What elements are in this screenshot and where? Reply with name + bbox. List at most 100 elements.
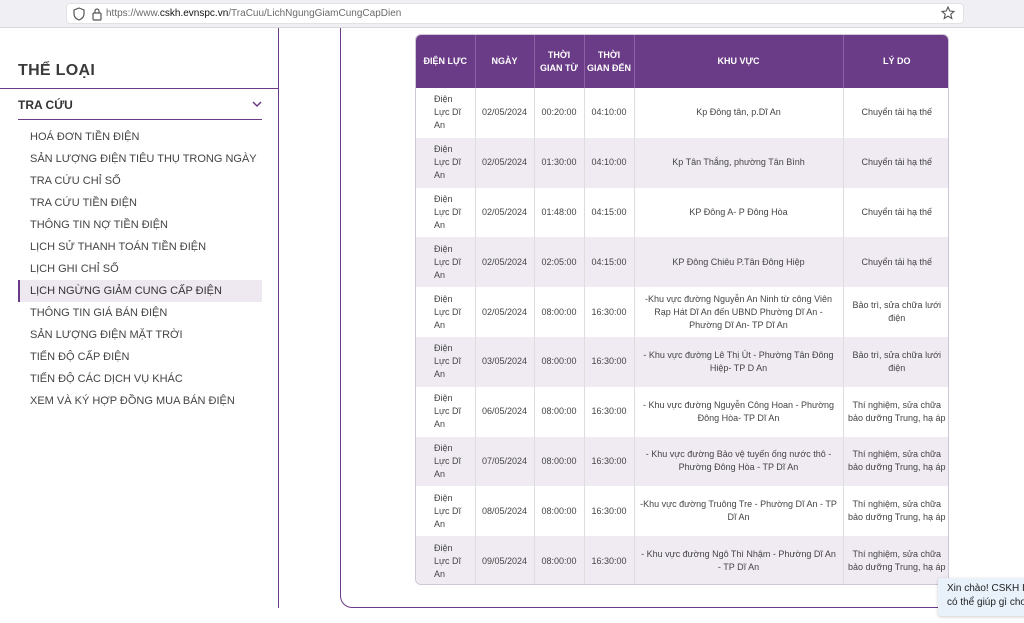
table-cell: 02/05/2024 xyxy=(475,137,535,188)
sidebar: THỂ LOẠI TRA CỨU HOÁ ĐƠN TIỀN ĐIỆN SẢN LƯ… xyxy=(0,28,279,608)
table-cell: 08:00:00 xyxy=(534,336,585,387)
table-cell: 04:10:00 xyxy=(584,88,635,138)
sidebar-item[interactable]: LỊCH GHI CHỈ SỐ xyxy=(30,263,119,275)
table-cell: 01:30:00 xyxy=(534,137,585,188)
url-prefix: https://www. xyxy=(106,8,160,19)
sidebar-item[interactable]: SẢN LƯỢNG ĐIỆN TIÊU THỤ TRONG NGÀY xyxy=(30,153,257,165)
column-header: LÝ DO xyxy=(843,35,948,88)
table-row: Điện Lực Dĩ An 06/05/2024 08:00:00 16:30:00… xyxy=(416,386,948,437)
table-cell: Chuyển tải hạ thế xyxy=(843,187,948,238)
chat-greeting-bubble[interactable]: Xin chào! CSKH I có thể giúp gì cho xyxy=(938,578,1024,616)
table-cell: - Khu vực đường Lê Thị Út - Phường Tân Đ… xyxy=(634,336,844,387)
table-cell: 16:30:00 xyxy=(584,436,635,487)
table-row: Điện Lực Dĩ An 09/05/2024 08:00:00 16:30:00… xyxy=(416,536,948,584)
table-cell: 16:30:00 xyxy=(584,336,635,387)
table-cell: Thí nghiệm, sửa chữa bảo dưỡng Trung, hạ… xyxy=(843,536,948,584)
column-header: NGÀY xyxy=(475,35,535,88)
table-cell: 16:30:00 xyxy=(584,486,635,537)
table-row: Điện Lực Dĩ An 08/05/2024 08:00:00 16:30:00… xyxy=(416,486,948,537)
sidebar-divider xyxy=(0,88,279,89)
content-panel xyxy=(340,28,1024,608)
table-cell: 01:48:00 xyxy=(534,187,585,238)
shield-icon[interactable] xyxy=(73,7,85,21)
table-cell: Điện Lực Dĩ An xyxy=(416,486,476,537)
table-body: Điện Lực Dĩ An 02/05/2024 00:20:00 04:10:00… xyxy=(416,88,948,584)
sidebar-item[interactable]: TIẾN ĐỘ CÁC DỊCH VỤ KHÁC xyxy=(30,373,183,385)
table-cell: 00:20:00 xyxy=(534,88,585,138)
chat-line-1: Xin chào! CSKH I xyxy=(947,583,1024,594)
sidebar-item[interactable]: TIẾN ĐỘ CẤP ĐIỆN xyxy=(30,351,130,363)
table-cell: 06/05/2024 xyxy=(475,386,535,437)
table-cell: - Khu vực đường Ngô Thì Nhậm - Phường Dĩ… xyxy=(634,536,844,584)
table-cell: 02/05/2024 xyxy=(475,187,535,238)
table-header-row: ĐIỆN LỰC NGÀY THỜI GIAN TỪ THỜI GIAN ĐẾN KHU… xyxy=(416,35,948,88)
column-header: THỜI GIAN TỪ xyxy=(534,35,585,88)
column-header: THỜI GIAN ĐẾN xyxy=(584,35,635,88)
table-row: Điện Lực Dĩ An 02/05/2024 01:48:00 04:15:00… xyxy=(416,187,948,238)
address-bar[interactable]: https://www.cskh.evnspc.vn/TraCuu/LichNg… xyxy=(66,3,964,24)
table-cell: 02/05/2024 xyxy=(475,237,535,288)
table-cell: Điện Lực Dĩ An xyxy=(416,287,476,337)
sidebar-section-header[interactable]: TRA CỨU xyxy=(18,94,262,120)
table-cell: 08:00:00 xyxy=(534,486,585,537)
table-cell: KP Đông A- P Đông Hòa xyxy=(634,187,844,238)
table-cell: Kp Đông tân, p.Dĩ An xyxy=(634,88,844,138)
url-domain: cskh.evnspc.vn xyxy=(159,8,229,19)
sidebar-item[interactable]: THÔNG TIN GIÁ BÁN ĐIỆN xyxy=(30,307,168,319)
table-cell: 02/05/2024 xyxy=(475,287,535,337)
column-header: KHU VỰC xyxy=(634,35,844,88)
sidebar-item[interactable]: HOÁ ĐƠN TIỀN ĐIỆN xyxy=(30,131,140,143)
table-cell: Thí nghiệm, sửa chữa bảo dưỡng Trung, hạ… xyxy=(843,386,948,437)
sidebar-item[interactable]: LỊCH NGỪNG GIẢM CUNG CẤP ĐIỆN xyxy=(18,280,262,302)
sidebar-menu: HOÁ ĐƠN TIỀN ĐIỆN SẢN LƯỢNG ĐIỆN TIÊU THỤ… xyxy=(18,126,262,412)
table-cell: Điện Lực Dĩ An xyxy=(416,137,476,188)
table-cell: Chuyển tải hạ thế xyxy=(843,237,948,288)
table-cell: 04:15:00 xyxy=(584,187,635,238)
table-cell: -Khu vực đường Truông Tre - Phường Dĩ An… xyxy=(634,486,844,537)
table-cell: 16:30:00 xyxy=(584,536,635,584)
sidebar-item[interactable]: XEM VÀ KÝ HỢP ĐỒNG MUA BÁN ĐIỆN xyxy=(30,395,235,407)
outage-schedule-table: ĐIỆN LỰC NGÀY THỜI GIAN TỪ THỜI GIAN ĐẾN KHU… xyxy=(415,34,949,585)
url-path: /TraCuu/LichNgungGiamCungCapDien xyxy=(228,8,402,19)
sidebar-item[interactable]: TRA CỨU TIỀN ĐIỆN xyxy=(30,197,137,209)
browser-toolbar: https://www.cskh.evnspc.vn/TraCuu/LichNg… xyxy=(0,0,1024,28)
column-header: ĐIỆN LỰC xyxy=(416,35,476,88)
lock-icon[interactable] xyxy=(91,7,103,21)
table-row: Điện Lực Dĩ An 02/05/2024 08:00:00 16:30:00… xyxy=(416,287,948,337)
table-cell: 08:00:00 xyxy=(534,287,585,337)
table-cell: 02/05/2024 xyxy=(475,88,535,138)
table-cell: 03/05/2024 xyxy=(475,336,535,387)
table-cell: Điện Lực Dĩ An xyxy=(416,436,476,487)
table-cell: KP Đông Chiêu P.Tân Đông Hiệp xyxy=(634,237,844,288)
table-cell: 16:30:00 xyxy=(584,386,635,437)
sidebar-item[interactable]: SẢN LƯỢNG ĐIỆN MẶT TRỜI xyxy=(30,329,183,341)
table-cell: 08:00:00 xyxy=(534,436,585,487)
bookmark-star-icon[interactable] xyxy=(941,6,955,20)
sidebar-item[interactable]: TRA CỨU CHỈ SỐ xyxy=(30,175,121,187)
chevron-down-icon[interactable] xyxy=(252,99,262,109)
table-cell: Bảo trì, sửa chữa lưới điện xyxy=(843,336,948,387)
table-cell: 04:15:00 xyxy=(584,237,635,288)
table-cell: Điện Lực Dĩ An xyxy=(416,88,476,138)
chat-line-2: có thể giúp gì cho xyxy=(947,597,1024,608)
table-cell: Bảo trì, sửa chữa lưới điện xyxy=(843,287,948,337)
sidebar-item[interactable]: LỊCH SỬ THANH TOÁN TIỀN ĐIỆN xyxy=(30,241,207,253)
table-cell: 07/05/2024 xyxy=(475,436,535,487)
table-cell: -Khu vực đường Nguyễn An Ninh từ công Vi… xyxy=(634,287,844,337)
table-cell: Điện Lực Dĩ An xyxy=(416,336,476,387)
table-cell: 08/05/2024 xyxy=(475,486,535,537)
table-cell: 04:10:00 xyxy=(584,137,635,188)
table-cell: 08:00:00 xyxy=(534,536,585,584)
url-text[interactable]: https://www.cskh.evnspc.vn/TraCuu/LichNg… xyxy=(106,7,401,21)
table-cell: Điện Lực Dĩ An xyxy=(416,237,476,288)
table-cell: Kp Tân Thắng, phường Tân Bình xyxy=(634,137,844,188)
table-cell: 16:30:00 xyxy=(584,287,635,337)
table-row: Điện Lực Dĩ An 07/05/2024 08:00:00 16:30:00… xyxy=(416,436,948,487)
table-cell: Chuyển tải hạ thế xyxy=(843,137,948,188)
table-row: Điện Lực Dĩ An 02/05/2024 01:30:00 04:10:00… xyxy=(416,137,948,188)
table-cell: 08:00:00 xyxy=(534,386,585,437)
table-cell: Điện Lực Dĩ An xyxy=(416,386,476,437)
table-cell: Chuyển tải hạ thế xyxy=(843,88,948,138)
sidebar-item[interactable]: THÔNG TIN NỢ TIỀN ĐIỆN xyxy=(30,219,168,231)
table-cell: - Khu vực đường Bảo vệ tuyến ống nước th… xyxy=(634,436,844,487)
